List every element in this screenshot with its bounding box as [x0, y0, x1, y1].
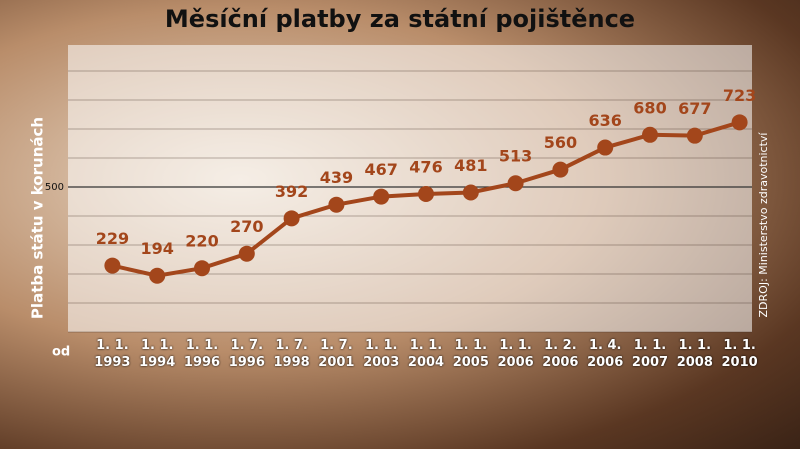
x-tick-label: 1. 1. 2008: [676, 338, 713, 370]
x-tick-label: 1. 1. 2010: [721, 338, 758, 370]
point: [194, 260, 210, 277]
value-label: 194: [140, 239, 173, 258]
x-tick-label: 1. 1. 1993: [94, 338, 131, 370]
point: [149, 267, 166, 284]
point: [462, 184, 479, 201]
x-tick-label: 1. 2. 2006: [542, 338, 579, 370]
point: [104, 257, 121, 274]
y-tick-label: 500: [45, 182, 64, 193]
x-tick-label: 1. 7. 1996: [228, 338, 265, 370]
value-label: 680: [633, 98, 666, 117]
value-label: 270: [230, 217, 263, 236]
point: [597, 139, 614, 156]
x-tick-label: 1. 7. 2001: [318, 338, 355, 370]
value-label: 229: [96, 229, 129, 248]
x-tick-label: 1. 1. 1996: [183, 338, 221, 370]
x-tick-label: 1. 1. 2004: [407, 338, 445, 370]
point: [686, 127, 703, 144]
point: [642, 126, 658, 143]
point: [731, 114, 748, 131]
point: [283, 210, 300, 227]
point: [552, 161, 569, 178]
point: [507, 175, 524, 192]
x-tick-label: 1. 4. 2006: [587, 338, 624, 370]
point: [238, 245, 255, 262]
point: [328, 196, 345, 213]
value-label: 677: [678, 99, 711, 118]
x-tick-label: 1. 7. 1998: [273, 338, 310, 370]
chart-title: Měsíční platby za státní pojištěnce: [165, 5, 635, 33]
x-tick-label: 1. 1. 2006: [497, 338, 534, 370]
x-tick-label: 1. 1. 2007: [631, 338, 669, 370]
x-tick-label: 1. 1. 2003: [363, 338, 400, 370]
point: [418, 185, 434, 202]
plot-panel: [68, 45, 752, 332]
value-label: 476: [409, 157, 442, 176]
decor-grid: [68, 70, 752, 333]
value-label: 513: [499, 147, 532, 166]
y-axis-label: Platba státu v korunách: [29, 117, 47, 319]
x-tick-label: 1. 1. 2005: [452, 338, 489, 370]
x-prefix: od: [52, 345, 70, 360]
x-tick-label: 1. 1. 1994: [139, 338, 176, 370]
point: [373, 188, 390, 205]
value-label: 636: [588, 111, 621, 130]
value-label: 439: [320, 168, 353, 187]
value-label: 467: [364, 160, 397, 179]
value-label: 481: [454, 156, 487, 175]
value-label: 723: [723, 86, 756, 105]
source: ZDROJ: Ministerstvo zdravotnictví: [757, 132, 770, 318]
value-label: 560: [544, 133, 577, 152]
value-label: 220: [185, 232, 218, 251]
value-label: 392: [275, 182, 308, 201]
